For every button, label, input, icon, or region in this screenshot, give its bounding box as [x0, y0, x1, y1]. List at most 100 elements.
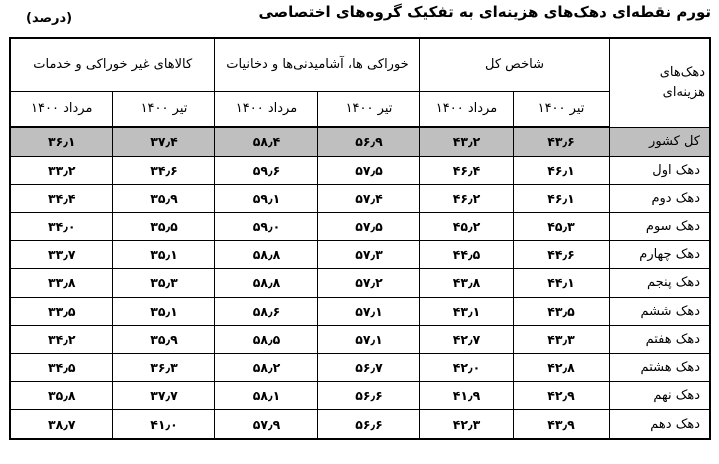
cell-value: ۴۳٫۶ — [512, 126, 610, 157]
cell-value: ۳۵٫۵ — [112, 211, 216, 242]
cell-value: ۴۳٫۲ — [419, 126, 514, 157]
cell-value: ۵۹٫۱ — [214, 183, 319, 213]
cell-value: ۴۶٫۱ — [512, 155, 610, 185]
cell-value: ۵۶٫۹ — [317, 126, 421, 157]
cell-value: ۴۴٫۵ — [419, 240, 514, 270]
period-header-total-mordad: مرداد ۱۴۰۰ — [419, 91, 514, 128]
cell-value: ۳۴٫۴ — [9, 183, 114, 213]
table-row-whole-country: کل کشور ۴۳٫۶ ۴۳٫۲ ۵۶٫۹ ۵۸٫۴ ۳۷٫۴ ۳۶٫۱ — [9, 126, 711, 157]
table-row-decile-5: دهک پنجم ۴۴٫۱ ۴۳٫۸ ۵۷٫۲ ۵۸٫۸ ۳۵٫۳ ۳۳٫۸ — [9, 268, 711, 298]
cell-value: ۴۱٫۰ — [112, 409, 216, 440]
cell-value: ۵۷٫۵ — [317, 155, 421, 185]
cell-value: ۴۳٫۹ — [512, 409, 610, 440]
period-header-total-tir: تیر ۱۴۰۰ — [512, 91, 610, 128]
cell-value: ۵۸٫۸ — [214, 268, 319, 298]
cell-value: ۴۲٫۸ — [512, 352, 610, 383]
table-row-decile-6: دهک ششم ۴۳٫۵ ۴۳٫۱ ۵۷٫۱ ۵۸٫۶ ۳۵٫۱ ۳۳٫۵ — [9, 296, 711, 326]
cell-value: ۴۶٫۱ — [512, 183, 610, 213]
table-row-decile-7: دهک هفتم ۴۳٫۳ ۴۲٫۷ ۵۷٫۱ ۵۸٫۵ ۳۵٫۹ ۳۴٫۲ — [9, 324, 711, 355]
cell-value: ۳۵٫۱ — [112, 296, 216, 326]
row-label: دهک ششم — [608, 296, 711, 326]
cell-value: ۳۴٫۵ — [9, 352, 114, 383]
cell-value: ۳۴٫۰ — [9, 211, 114, 242]
column-group-food-beverages-tobacco: خوراکی ها، آشامیدنی‌ها و دخانیات — [214, 37, 421, 92]
period-header-row: تیر ۱۴۰۰ مرداد ۱۴۰۰ تیر ۱۴۰۰ مرداد ۱۴۰۰ … — [9, 91, 710, 128]
cell-value: ۳۳٫۵ — [9, 296, 114, 326]
row-label: دهک پنجم — [608, 268, 711, 298]
column-header-deciles-line1: دهک‌های — [659, 64, 705, 80]
cell-value: ۴۶٫۴ — [419, 155, 514, 185]
cell-value: ۵۷٫۴ — [317, 183, 421, 213]
cell-value: ۴۳٫۵ — [512, 296, 610, 326]
cell-value: ۵۸٫۸ — [214, 240, 319, 270]
cell-value: ۳۵٫۳ — [112, 268, 216, 298]
group-header-row: دهک‌های هزینه‌ای شاخص کل خوراکی ها، آشام… — [9, 37, 711, 128]
cell-value: ۵۷٫۱ — [317, 296, 421, 326]
cell-value: ۴۳٫۳ — [512, 324, 610, 355]
cell-value: ۴۱٫۹ — [419, 381, 514, 411]
cell-value: ۴۲٫۷ — [419, 324, 514, 355]
cell-value: ۴۳٫۸ — [419, 268, 514, 298]
row-label: دهک هشتم — [608, 352, 711, 383]
column-header-deciles-line2: هزینه‌ای — [662, 84, 705, 100]
cell-value: ۳۷٫۷ — [112, 381, 216, 411]
table-body: کل کشور ۴۳٫۶ ۴۳٫۲ ۵۶٫۹ ۵۸٫۴ ۳۷٫۴ ۳۶٫۱ ده… — [9, 126, 711, 440]
row-label: دهک نهم — [608, 381, 711, 411]
cell-value: ۴۴٫۶ — [512, 240, 610, 270]
column-header-deciles: دهک‌های هزینه‌ای — [608, 37, 711, 128]
period-header-nonfood-mordad: مرداد ۱۴۰۰ — [9, 91, 114, 128]
cell-value: ۵۸٫۱ — [214, 381, 319, 411]
cell-value: ۴۴٫۱ — [512, 268, 610, 298]
cell-value: ۵۷٫۳ — [317, 240, 421, 270]
table-header: دهک‌های هزینه‌ای شاخص کل خوراکی ها، آشام… — [9, 37, 711, 128]
cell-value: ۵۶٫۶ — [317, 409, 421, 440]
cell-value: ۵۸٫۵ — [214, 324, 319, 355]
cell-value: ۵۸٫۲ — [214, 352, 319, 383]
cell-value: ۴۵٫۳ — [512, 211, 610, 242]
cell-value: ۵۸٫۴ — [214, 126, 319, 157]
cell-value: ۳۴٫۶ — [112, 155, 216, 185]
table-row-decile-3: دهک سوم ۴۵٫۳ ۴۵٫۲ ۵۷٫۵ ۵۹٫۰ ۳۵٫۵ ۳۴٫۰ — [9, 211, 711, 242]
cell-value: ۴۶٫۲ — [419, 183, 514, 213]
table-row-decile-2: دهک دوم ۴۶٫۱ ۴۶٫۲ ۵۷٫۴ ۵۹٫۱ ۳۵٫۹ ۳۴٫۴ — [9, 183, 711, 213]
deciles-inflation-table: دهک‌های هزینه‌ای شاخص کل خوراکی ها، آشام… — [8, 37, 711, 440]
cell-value: ۴۳٫۱ — [419, 296, 514, 326]
cell-value: ۳۳٫۷ — [9, 240, 114, 270]
table-row-decile-9: دهک نهم ۴۲٫۹ ۴۱٫۹ ۵۶٫۶ ۵۸٫۱ ۳۷٫۷ ۳۵٫۸ — [9, 381, 711, 411]
cell-value: ۴۲٫۹ — [512, 381, 610, 411]
row-label: دهک دوم — [608, 183, 711, 213]
cell-value: ۳۴٫۲ — [9, 324, 114, 355]
column-group-total-index: شاخص کل — [419, 37, 610, 92]
cell-value: ۵۷٫۹ — [214, 409, 319, 440]
cell-value: ۳۵٫۱ — [112, 240, 216, 270]
table-row-decile-8: دهک هشتم ۴۲٫۸ ۴۲٫۰ ۵۶٫۷ ۵۸٫۲ ۳۶٫۳ ۳۴٫۵ — [9, 352, 711, 383]
cell-value: ۵۶٫۷ — [317, 352, 421, 383]
period-header-food-mordad: مرداد ۱۴۰۰ — [214, 91, 319, 128]
cell-value: ۳۵٫۹ — [112, 324, 216, 355]
cell-value: ۴۲٫۰ — [419, 352, 514, 383]
row-label: دهک هفتم — [608, 324, 711, 355]
period-header-food-tir: تیر ۱۴۰۰ — [317, 91, 421, 128]
row-label: دهک اول — [608, 155, 711, 185]
period-header-nonfood-tir: تیر ۱۴۰۰ — [112, 91, 216, 128]
cell-value: ۳۳٫۸ — [9, 268, 114, 298]
table-row-decile-10: دهک دهم ۴۳٫۹ ۴۲٫۳ ۵۶٫۶ ۵۷٫۹ ۴۱٫۰ ۳۸٫۷ — [9, 409, 711, 440]
column-group-nonfood-services: کالاهای غیر خوراکی و خدمات — [9, 37, 216, 92]
cell-value: ۵۷٫۲ — [317, 268, 421, 298]
cell-value: ۵۸٫۶ — [214, 296, 319, 326]
cell-value: ۵۷٫۱ — [317, 324, 421, 355]
table-row-decile-4: دهک چهارم ۴۴٫۶ ۴۴٫۵ ۵۷٫۳ ۵۸٫۸ ۳۵٫۱ ۳۳٫۷ — [9, 240, 711, 270]
cell-value: ۳۶٫۱ — [9, 126, 114, 157]
cell-value: ۳۸٫۷ — [9, 409, 114, 440]
table-row-decile-1: دهک اول ۴۶٫۱ ۴۶٫۴ ۵۷٫۵ ۵۹٫۶ ۳۴٫۶ ۳۳٫۲ — [9, 155, 711, 185]
cell-value: ۳۷٫۴ — [112, 126, 216, 157]
cell-value: ۳۳٫۲ — [9, 155, 114, 185]
cell-value: ۴۲٫۳ — [419, 409, 514, 440]
cell-value: ۵۷٫۵ — [317, 211, 421, 242]
row-label: دهک سوم — [608, 211, 711, 242]
cell-value: ۳۵٫۹ — [112, 183, 216, 213]
unit-label: (درصد) — [26, 11, 73, 26]
cell-value: ۵۹٫۰ — [214, 211, 319, 242]
page-title: تورم نقطه‌ای دهک‌های هزینه‌ای به تفکیک گ… — [258, 3, 712, 21]
